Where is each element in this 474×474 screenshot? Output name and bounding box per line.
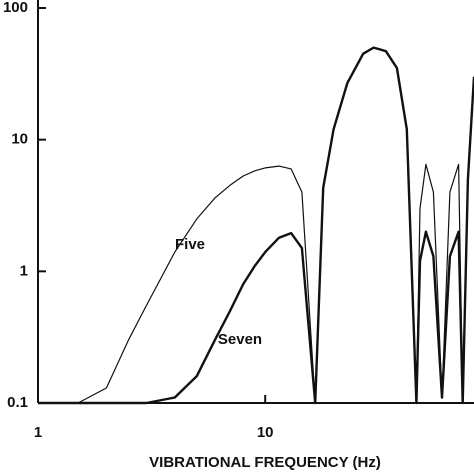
line-series	[38, 47, 474, 404]
y-tick-label: 1	[20, 262, 28, 279]
x-axis-label: VIBRATIONAL FREQUENCY (Hz)	[149, 454, 381, 471]
y-tick-label: 100	[3, 0, 28, 16]
series-label: Five	[175, 236, 205, 253]
line-series	[38, 46, 474, 405]
series-label: Seven	[218, 331, 262, 348]
x-tick-label: 1	[34, 424, 42, 441]
y-tick-label: 0.1	[7, 394, 28, 411]
x-tick-label: 10	[257, 424, 274, 441]
y-tick-label: 10	[11, 131, 28, 148]
